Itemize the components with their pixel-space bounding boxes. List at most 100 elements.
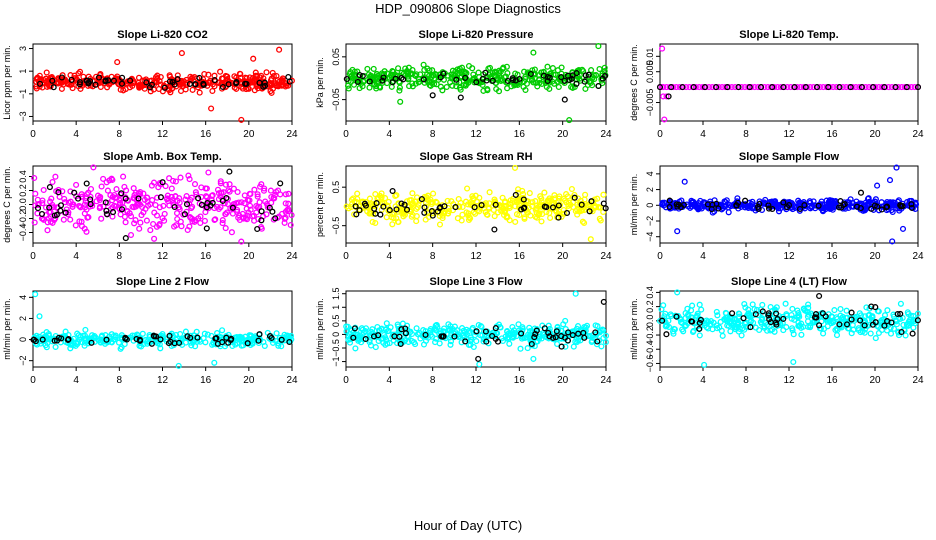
x-tick-label: 12 bbox=[783, 375, 795, 386]
y-tick-label: −4 bbox=[645, 232, 655, 242]
data-point bbox=[705, 84, 713, 91]
data-point bbox=[747, 324, 754, 331]
data-point bbox=[872, 304, 879, 311]
data-point bbox=[213, 335, 220, 342]
data-point bbox=[602, 205, 609, 212]
data-point bbox=[516, 75, 523, 83]
data-point bbox=[847, 84, 854, 91]
data-point bbox=[558, 213, 565, 220]
data-point bbox=[223, 334, 230, 341]
data-point bbox=[352, 203, 359, 210]
data-point bbox=[566, 117, 573, 124]
data-point bbox=[266, 204, 273, 211]
data-point bbox=[96, 205, 103, 212]
data-point bbox=[219, 83, 226, 91]
data-point bbox=[825, 84, 832, 91]
data-point bbox=[752, 311, 759, 318]
data-point bbox=[436, 221, 444, 228]
data-point bbox=[732, 84, 739, 91]
data-point bbox=[262, 198, 269, 205]
data-point bbox=[596, 65, 603, 73]
data-point bbox=[401, 211, 408, 218]
data-point bbox=[356, 207, 363, 214]
y-tick-label: 0 bbox=[18, 337, 28, 342]
data-point bbox=[901, 84, 908, 91]
data-point bbox=[282, 208, 289, 215]
data-point bbox=[217, 178, 224, 185]
data-point bbox=[161, 217, 168, 224]
data-point bbox=[202, 339, 209, 346]
data-point bbox=[521, 334, 528, 342]
data-point bbox=[288, 212, 295, 219]
data-point bbox=[530, 355, 537, 362]
data-point bbox=[396, 84, 403, 91]
data-point bbox=[359, 83, 366, 90]
data-point bbox=[254, 193, 261, 200]
data-point bbox=[434, 208, 441, 215]
data-point bbox=[601, 64, 608, 71]
data-point bbox=[382, 334, 389, 341]
data-point bbox=[118, 206, 126, 213]
x-tick-label: 12 bbox=[470, 375, 482, 386]
data-point bbox=[58, 74, 65, 81]
data-point bbox=[203, 204, 210, 211]
data-point bbox=[52, 343, 59, 351]
data-point bbox=[157, 194, 164, 201]
data-point bbox=[795, 310, 802, 317]
data-point bbox=[494, 338, 502, 345]
data-point bbox=[172, 193, 179, 200]
data-point bbox=[534, 83, 541, 90]
data-point bbox=[741, 326, 748, 333]
data-point bbox=[462, 338, 469, 345]
data-point bbox=[219, 327, 226, 334]
data-point bbox=[538, 195, 545, 202]
data-point bbox=[519, 324, 526, 331]
data-point bbox=[780, 199, 787, 206]
data-point bbox=[112, 203, 120, 210]
x-tick-label: 24 bbox=[600, 129, 612, 140]
x-tick-label: 20 bbox=[869, 251, 881, 262]
data-point bbox=[67, 216, 74, 223]
data-point bbox=[192, 80, 199, 88]
data-point bbox=[696, 84, 703, 91]
x-tick-label: 12 bbox=[783, 251, 795, 262]
x-tick-label: 0 bbox=[657, 375, 663, 386]
data-point bbox=[235, 214, 242, 221]
data-point bbox=[426, 67, 433, 74]
data-point bbox=[581, 219, 588, 227]
data-point bbox=[166, 72, 173, 79]
data-point bbox=[673, 313, 680, 320]
data-point bbox=[563, 191, 570, 198]
data-point bbox=[448, 198, 455, 205]
data-point bbox=[735, 84, 742, 91]
data-point bbox=[238, 199, 245, 206]
data-point bbox=[539, 211, 546, 218]
points-layer bbox=[343, 43, 609, 124]
data-point bbox=[261, 82, 269, 89]
data-point bbox=[802, 84, 809, 91]
x-tick-label: 12 bbox=[157, 251, 169, 262]
data-point bbox=[865, 84, 873, 91]
data-point bbox=[759, 308, 766, 315]
data-point bbox=[395, 65, 402, 72]
x-tick-label: 0 bbox=[343, 251, 349, 262]
data-point bbox=[676, 84, 683, 91]
data-point bbox=[169, 79, 176, 86]
data-point bbox=[432, 322, 439, 329]
data-point bbox=[601, 72, 609, 80]
data-point bbox=[881, 84, 888, 91]
data-point bbox=[409, 201, 416, 208]
data-point bbox=[397, 98, 404, 105]
data-point bbox=[837, 198, 844, 205]
data-point bbox=[872, 84, 879, 91]
data-point bbox=[174, 76, 181, 83]
data-point bbox=[217, 180, 224, 187]
data-point bbox=[135, 74, 143, 81]
data-point bbox=[113, 186, 120, 193]
data-point bbox=[512, 191, 519, 198]
data-point bbox=[166, 332, 173, 339]
data-point bbox=[187, 214, 194, 221]
data-point bbox=[254, 204, 261, 211]
data-point bbox=[73, 181, 80, 188]
data-point bbox=[427, 325, 434, 333]
